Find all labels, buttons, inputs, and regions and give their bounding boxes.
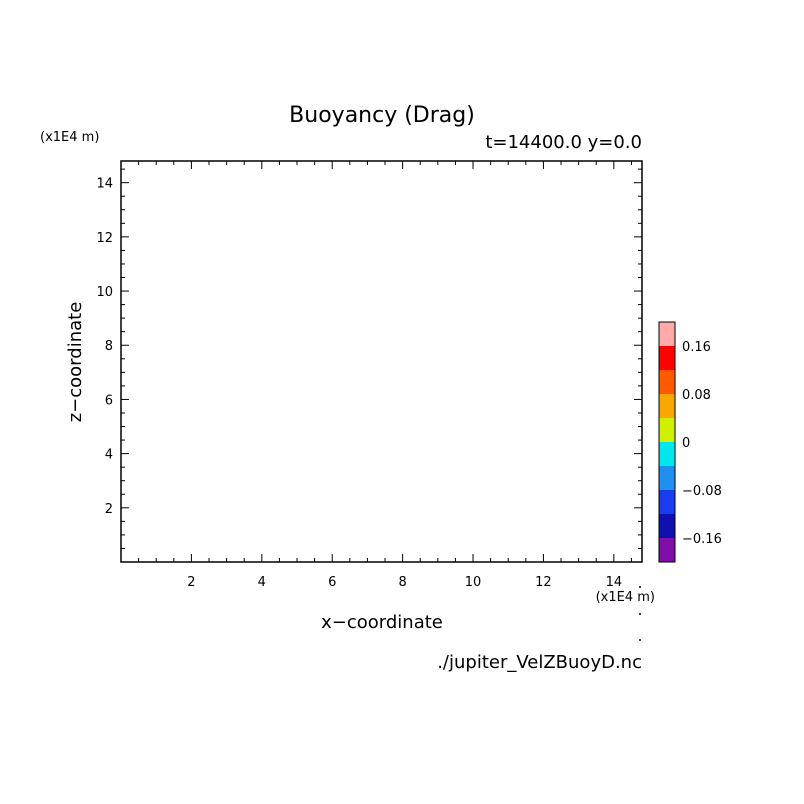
x-tick-label: 14 (606, 575, 623, 590)
x-tick-label: 8 (398, 575, 406, 590)
y-tick-label: 10 (96, 285, 113, 300)
colorbar-swatch (659, 322, 675, 346)
colorbar-frame (658, 321, 676, 563)
y-tick-label: 8 (105, 339, 113, 354)
y-tick-label: 4 (105, 448, 113, 463)
colorbar-swatch (659, 346, 675, 370)
colorbar-swatch (659, 442, 675, 466)
y-tick-label: 6 (105, 393, 113, 408)
y-axis-label: z−coordinate (65, 302, 86, 423)
chart-subtitle: t=14400.0 y=0.0 (485, 132, 642, 153)
colorbar-swatch (659, 370, 675, 394)
colorbar: 0.16 0.08 0 −0.08 −0.16 (658, 321, 722, 563)
colorbar-swatch (659, 466, 675, 490)
y-axis-ticks: 2 4 6 8 10 12 14 (96, 168, 642, 549)
x-tick-label: 12 (535, 575, 552, 590)
colorbar-label: −0.16 (682, 532, 722, 547)
x-tick-label: 10 (465, 575, 482, 590)
colorbar-swatch (659, 538, 675, 562)
colorbar-swatch (659, 514, 675, 538)
y-tick-label: 14 (96, 177, 113, 192)
colorbar-swatch (659, 418, 675, 442)
x-axis-label: x−coordinate (321, 612, 443, 633)
y-tick-label: 12 (96, 231, 113, 246)
x-tick-label: 4 (258, 575, 266, 590)
corner-marker (639, 613, 641, 615)
x-tick-label: 2 (187, 575, 195, 590)
y-axis-unit: (x1E4 m) (40, 130, 99, 145)
plot-area (120, 160, 643, 563)
corner-marker (639, 586, 641, 588)
x-tick-label: 6 (328, 575, 336, 590)
corner-markers (639, 586, 641, 641)
colorbar-swatch (659, 394, 675, 418)
chart-title: Buoyancy (Drag) (289, 103, 475, 128)
colorbar-label: −0.08 (682, 484, 722, 499)
colorbar-swatch (659, 490, 675, 514)
source-file-label: ./jupiter_VelZBuoyD.nc (437, 652, 642, 673)
colorbar-label: 0.16 (682, 340, 711, 355)
colorbar-label: 0 (682, 436, 690, 451)
colorbar-label: 0.08 (682, 388, 711, 403)
x-axis-ticks: 2 4 6 8 10 12 14 (138, 161, 632, 590)
x-axis-unit: (x1E4 m) (596, 590, 655, 605)
y-tick-label: 2 (105, 502, 113, 517)
corner-marker (639, 639, 641, 641)
